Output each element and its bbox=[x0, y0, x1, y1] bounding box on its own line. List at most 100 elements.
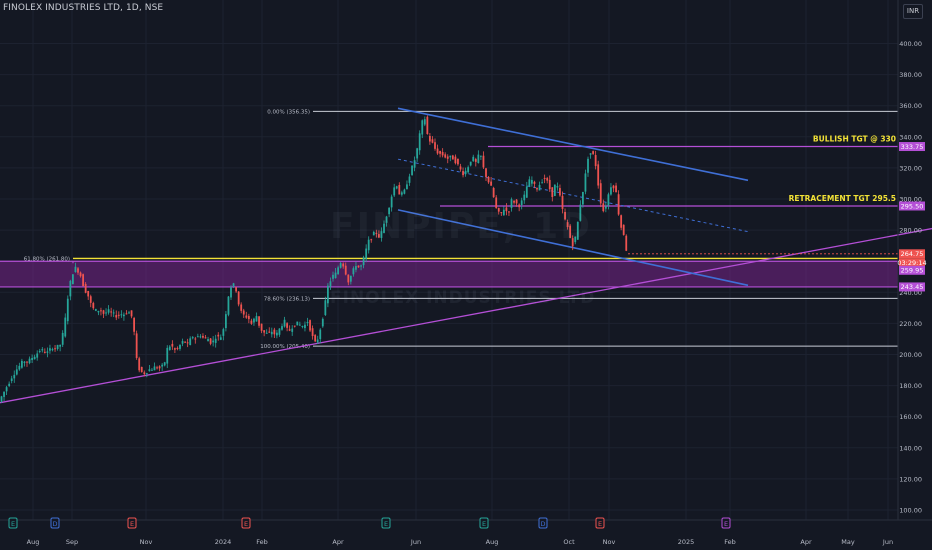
candle-body bbox=[115, 315, 118, 318]
time-axis-label: Oct bbox=[563, 538, 575, 546]
candle-body bbox=[276, 332, 278, 336]
candle-body bbox=[77, 268, 79, 273]
candle-body bbox=[181, 341, 184, 344]
price-axis-tick: 280.00 bbox=[899, 227, 922, 235]
event-marker[interactable]: E bbox=[381, 517, 391, 529]
event-marker[interactable]: D bbox=[538, 517, 548, 529]
candle-body bbox=[592, 151, 594, 154]
event-marker[interactable]: E bbox=[241, 517, 251, 529]
time-axis-label: Aug bbox=[27, 538, 40, 546]
candle-body bbox=[72, 274, 74, 285]
event-marker-box bbox=[8, 517, 18, 529]
event-marker[interactable]: E bbox=[595, 517, 605, 529]
candle-body bbox=[533, 181, 536, 184]
candle-body bbox=[400, 192, 403, 195]
candle-body bbox=[360, 265, 362, 267]
candle-body bbox=[536, 188, 538, 190]
candle-body bbox=[444, 154, 447, 158]
candle-body bbox=[502, 209, 505, 216]
candle-body bbox=[495, 197, 498, 208]
demand-zone bbox=[0, 261, 898, 287]
candle-body bbox=[518, 204, 521, 208]
candle-body bbox=[497, 208, 500, 212]
candle-body bbox=[617, 194, 620, 215]
candle-body bbox=[212, 340, 215, 343]
candle-body bbox=[561, 195, 564, 209]
event-marker-box bbox=[241, 517, 251, 529]
candle-body bbox=[421, 120, 424, 135]
time-axis-label: Nov bbox=[140, 538, 153, 546]
rising-trendline bbox=[0, 227, 932, 404]
candle-body bbox=[464, 170, 467, 175]
event-marker[interactable]: E bbox=[721, 517, 731, 529]
candle-body bbox=[462, 171, 464, 176]
candle-body bbox=[566, 222, 569, 228]
candle-body bbox=[541, 182, 543, 184]
grid-lines bbox=[0, 0, 898, 520]
candle-body bbox=[219, 337, 222, 340]
candle-body bbox=[240, 304, 243, 311]
candle-body bbox=[258, 316, 260, 326]
candle-body bbox=[579, 204, 582, 221]
candle-body bbox=[97, 310, 100, 313]
candle-body bbox=[148, 369, 151, 372]
candle-body bbox=[49, 348, 51, 351]
event-marker-letter: E bbox=[11, 520, 15, 528]
candle-body bbox=[102, 310, 105, 314]
candle-body bbox=[263, 330, 266, 333]
event-marker[interactable]: E bbox=[8, 517, 18, 529]
candle-body bbox=[140, 366, 143, 372]
candle-body bbox=[515, 199, 518, 204]
candle-body bbox=[56, 344, 59, 349]
candle-body bbox=[306, 321, 309, 323]
event-marker[interactable]: E bbox=[127, 517, 137, 529]
candle-body bbox=[179, 344, 181, 349]
candle-body bbox=[59, 344, 62, 347]
candle-body bbox=[367, 239, 370, 251]
candle-body bbox=[202, 335, 204, 338]
candle-body bbox=[301, 326, 304, 328]
candle-body bbox=[416, 148, 419, 159]
event-marker-box bbox=[479, 517, 489, 529]
symbol-header[interactable]: FINOLEX INDUSTRIES LTD, 1D, NSE bbox=[3, 3, 164, 13]
candle-body bbox=[184, 341, 186, 343]
price-label-text: 259.95 bbox=[901, 267, 924, 275]
candle-body bbox=[337, 267, 339, 275]
candle-body bbox=[3, 391, 5, 397]
candle-body bbox=[117, 314, 120, 316]
event-marker[interactable]: D bbox=[50, 517, 60, 529]
candle-body bbox=[33, 356, 36, 360]
candle-body bbox=[426, 116, 429, 134]
candle-body bbox=[209, 338, 212, 344]
candle-body bbox=[485, 168, 487, 177]
time-axis-label: May bbox=[841, 538, 855, 546]
event-marker-box bbox=[595, 517, 605, 529]
price-axis-tick: 220.00 bbox=[899, 320, 922, 328]
event-marker-letter: D bbox=[540, 520, 545, 528]
candle-body bbox=[5, 387, 8, 392]
candle-body bbox=[380, 231, 383, 238]
candle-body bbox=[138, 358, 141, 371]
event-marker-letter: E bbox=[598, 520, 602, 528]
candle-body bbox=[594, 155, 597, 167]
candle-body bbox=[64, 317, 67, 337]
candle-body bbox=[492, 187, 495, 198]
candle-body bbox=[273, 329, 276, 335]
candle-body bbox=[538, 184, 541, 191]
candle-body bbox=[457, 158, 459, 165]
candle-body bbox=[0, 396, 3, 402]
candle-body bbox=[232, 283, 235, 287]
candle-body bbox=[622, 224, 625, 235]
candle-body bbox=[222, 329, 225, 336]
currency-button[interactable]: INR bbox=[903, 4, 923, 19]
price-label-text: 03:29:14 bbox=[897, 259, 926, 267]
candle-body bbox=[413, 160, 416, 168]
event-marker[interactable]: E bbox=[479, 517, 489, 529]
candle-body bbox=[15, 369, 18, 375]
candle-body bbox=[314, 335, 317, 342]
candle-body bbox=[217, 334, 220, 337]
candle-body bbox=[247, 315, 250, 320]
candle-body bbox=[403, 189, 406, 194]
candle-body bbox=[298, 324, 301, 326]
